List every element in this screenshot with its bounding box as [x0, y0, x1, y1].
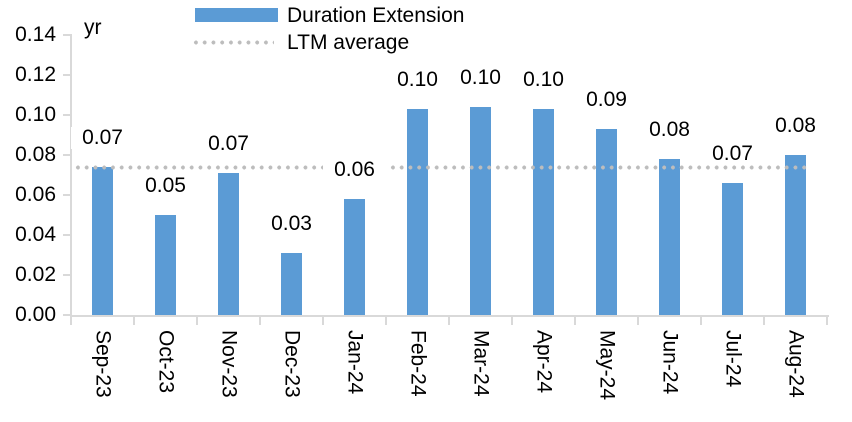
- y-tick: [63, 194, 71, 196]
- bar: [470, 107, 491, 315]
- y-tick: [63, 74, 71, 76]
- bar: [533, 109, 554, 315]
- x-tick-label: Dec-23: [280, 330, 304, 398]
- y-tick-label: 0.06: [15, 183, 56, 206]
- y-tick: [63, 34, 71, 36]
- x-tick-label: Jun-24: [658, 330, 682, 395]
- bar-value-label: 0.08: [637, 119, 702, 141]
- legend-label-ltm-average: LTM average: [287, 31, 410, 54]
- x-tick-label: Jan-24: [343, 330, 367, 395]
- bar-value-label: 0.05: [133, 175, 198, 197]
- x-tick-label: Mar-24: [469, 330, 493, 397]
- y-tick-label: 0.04: [15, 223, 56, 246]
- x-tick: [322, 317, 324, 325]
- x-tick: [70, 317, 72, 325]
- x-tick-label: Apr-24: [532, 330, 556, 394]
- bar: [596, 129, 617, 315]
- bar: [92, 167, 113, 315]
- bar: [344, 199, 365, 315]
- x-tick: [133, 317, 135, 325]
- x-axis-line: [70, 315, 829, 317]
- bar: [785, 155, 806, 315]
- bar: [281, 253, 302, 315]
- y-tick: [63, 234, 71, 236]
- bar-value-label: 0.08: [763, 115, 828, 137]
- y-tick-label: 0.08: [15, 143, 56, 166]
- y-axis-unit-label: yr: [84, 16, 102, 39]
- y-tick: [63, 314, 71, 316]
- bar-value-label: 0.10: [448, 67, 513, 89]
- x-tick: [511, 317, 513, 325]
- y-tick-label: 0.00: [15, 303, 56, 326]
- x-tick-label: Nov-23: [217, 330, 241, 398]
- bar-value-label: 0.10: [385, 69, 450, 91]
- y-tick-label: 0.10: [15, 103, 56, 126]
- legend-label-duration-extension: Duration Extension: [287, 4, 465, 27]
- bar-value-label: 0.10: [511, 69, 576, 91]
- y-tick-label: 0.12: [15, 63, 56, 86]
- x-tick-label: Oct-23: [154, 330, 178, 394]
- x-tick: [385, 317, 387, 325]
- bar-value-label: 0.03: [259, 213, 324, 235]
- x-tick: [259, 317, 261, 325]
- legend-dotted-line-swatch-icon: [192, 40, 274, 45]
- bar-value-label: 0.07: [196, 133, 261, 155]
- bar: [218, 173, 239, 315]
- x-tick-label: Sep-23: [91, 330, 115, 398]
- x-tick: [700, 317, 702, 325]
- x-tick-label: Jul-24: [721, 330, 745, 388]
- x-tick: [637, 317, 639, 325]
- bar: [407, 109, 428, 315]
- bar: [155, 215, 176, 315]
- y-tick-label: 0.02: [15, 263, 56, 286]
- y-tick-label: 0.14: [15, 23, 56, 46]
- bar-value-label: 0.06: [322, 159, 387, 181]
- bar: [722, 183, 743, 315]
- y-tick: [63, 154, 71, 156]
- y-tick: [63, 114, 71, 116]
- y-axis-line: [70, 34, 72, 317]
- bar-value-label: 0.07: [700, 143, 765, 165]
- x-tick: [196, 317, 198, 325]
- bar-value-label: 0.09: [574, 89, 639, 111]
- x-tick-label: May-24: [595, 330, 619, 401]
- x-tick: [763, 317, 765, 325]
- y-tick: [63, 274, 71, 276]
- bar-value-label: 0.07: [70, 127, 135, 149]
- x-tick: [448, 317, 450, 325]
- legend-bar-swatch-icon: [195, 8, 278, 22]
- x-tick: [826, 317, 828, 325]
- bar: [659, 159, 680, 315]
- ltm-average-line: [74, 164, 807, 170]
- x-tick: [574, 317, 576, 325]
- x-tick-label: Aug-24: [784, 330, 808, 398]
- x-tick-label: Feb-24: [406, 330, 430, 397]
